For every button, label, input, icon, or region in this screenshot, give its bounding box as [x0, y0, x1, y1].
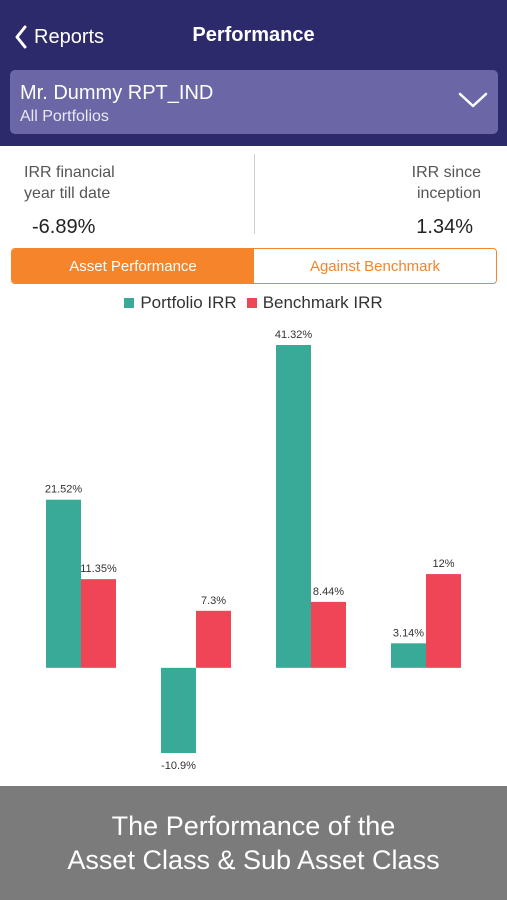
portfolio-bar-4[interactable] [391, 643, 426, 668]
chevron-left-icon [15, 25, 27, 49]
legend-label-benchmark: Benchmark IRR [262, 293, 383, 312]
portfolio-bar-1[interactable] [46, 499, 81, 668]
irr-inception-label-line2: inception [416, 185, 481, 202]
caption-line2: Asset Class & Sub Asset Class [67, 845, 440, 875]
irr-inception-value: 1.34% [416, 216, 473, 238]
benchmark-bar-1[interactable] [81, 579, 116, 668]
tab-asset-performance[interactable]: Asset Performance [12, 249, 254, 283]
irr-inception-label-line1: IRR since [411, 164, 481, 181]
legend-item-benchmark: Benchmark IRR [246, 293, 383, 313]
portfolio-data-label-3: 41.32% [275, 329, 313, 341]
legend-label-portfolio: Portfolio IRR [140, 293, 237, 312]
benchmark-data-label-2: 7.3% [201, 595, 226, 607]
benchmark-bar-2[interactable] [196, 610, 231, 668]
tab-against-benchmark[interactable]: Against Benchmark [254, 249, 496, 283]
chart-legend: Portfolio IRR Benchmark IRR [0, 293, 507, 313]
irr-inception-label: IRR since inception [412, 162, 481, 204]
portfolio-data-label-4: 3.14% [393, 627, 424, 639]
segmented-control: Asset Performance Against Benchmark [11, 248, 497, 284]
header-bar: Reports Performance Mr. Dummy RPT_IND Al… [0, 0, 507, 146]
chevron-down-icon [458, 92, 488, 108]
legend-item-portfolio: Portfolio IRR [124, 293, 237, 313]
caption-line1: The Performance of the [111, 811, 396, 841]
irr-ytd-value: -6.89% [32, 216, 96, 238]
client-name: Mr. Dummy RPT_IND [20, 82, 214, 104]
bar-chart: 21.52% -10.9% 41.32% 3.14% 11.35% 7.3% 8.44% 12… [45, 329, 461, 772]
benchmark-data-label-3: 8.44% [313, 586, 344, 598]
portfolio-scope: All Portfolios [20, 108, 109, 125]
irr-ytd-label: IRR financial year till date [24, 162, 115, 204]
benchmark-bar-4[interactable] [426, 574, 461, 668]
portfolio-selector[interactable]: Mr. Dummy RPT_IND All Portfolios [10, 70, 498, 134]
irr-ytd-label-line2: year till date [24, 185, 111, 202]
portfolio-bar-3[interactable] [276, 345, 311, 668]
divider [254, 154, 255, 234]
portfolio-data-label-2: -10.9% [161, 760, 196, 772]
portfolio-data-label-1: 21.52% [45, 484, 83, 496]
legend-swatch-benchmark [246, 298, 257, 308]
portfolio-bar-2[interactable] [161, 667, 196, 753]
back-button[interactable]: Reports [14, 22, 104, 52]
caption-banner: The Performance of the Asset Class & Sub… [0, 786, 507, 900]
back-label: Reports [34, 25, 105, 48]
benchmark-data-label-4: 12% [432, 558, 454, 570]
legend-swatch-portfolio [124, 298, 135, 308]
benchmark-bar-3[interactable] [311, 601, 346, 668]
benchmark-data-label-1: 11.35% [80, 563, 117, 575]
irr-ytd-label-line1: IRR financial [24, 164, 115, 181]
